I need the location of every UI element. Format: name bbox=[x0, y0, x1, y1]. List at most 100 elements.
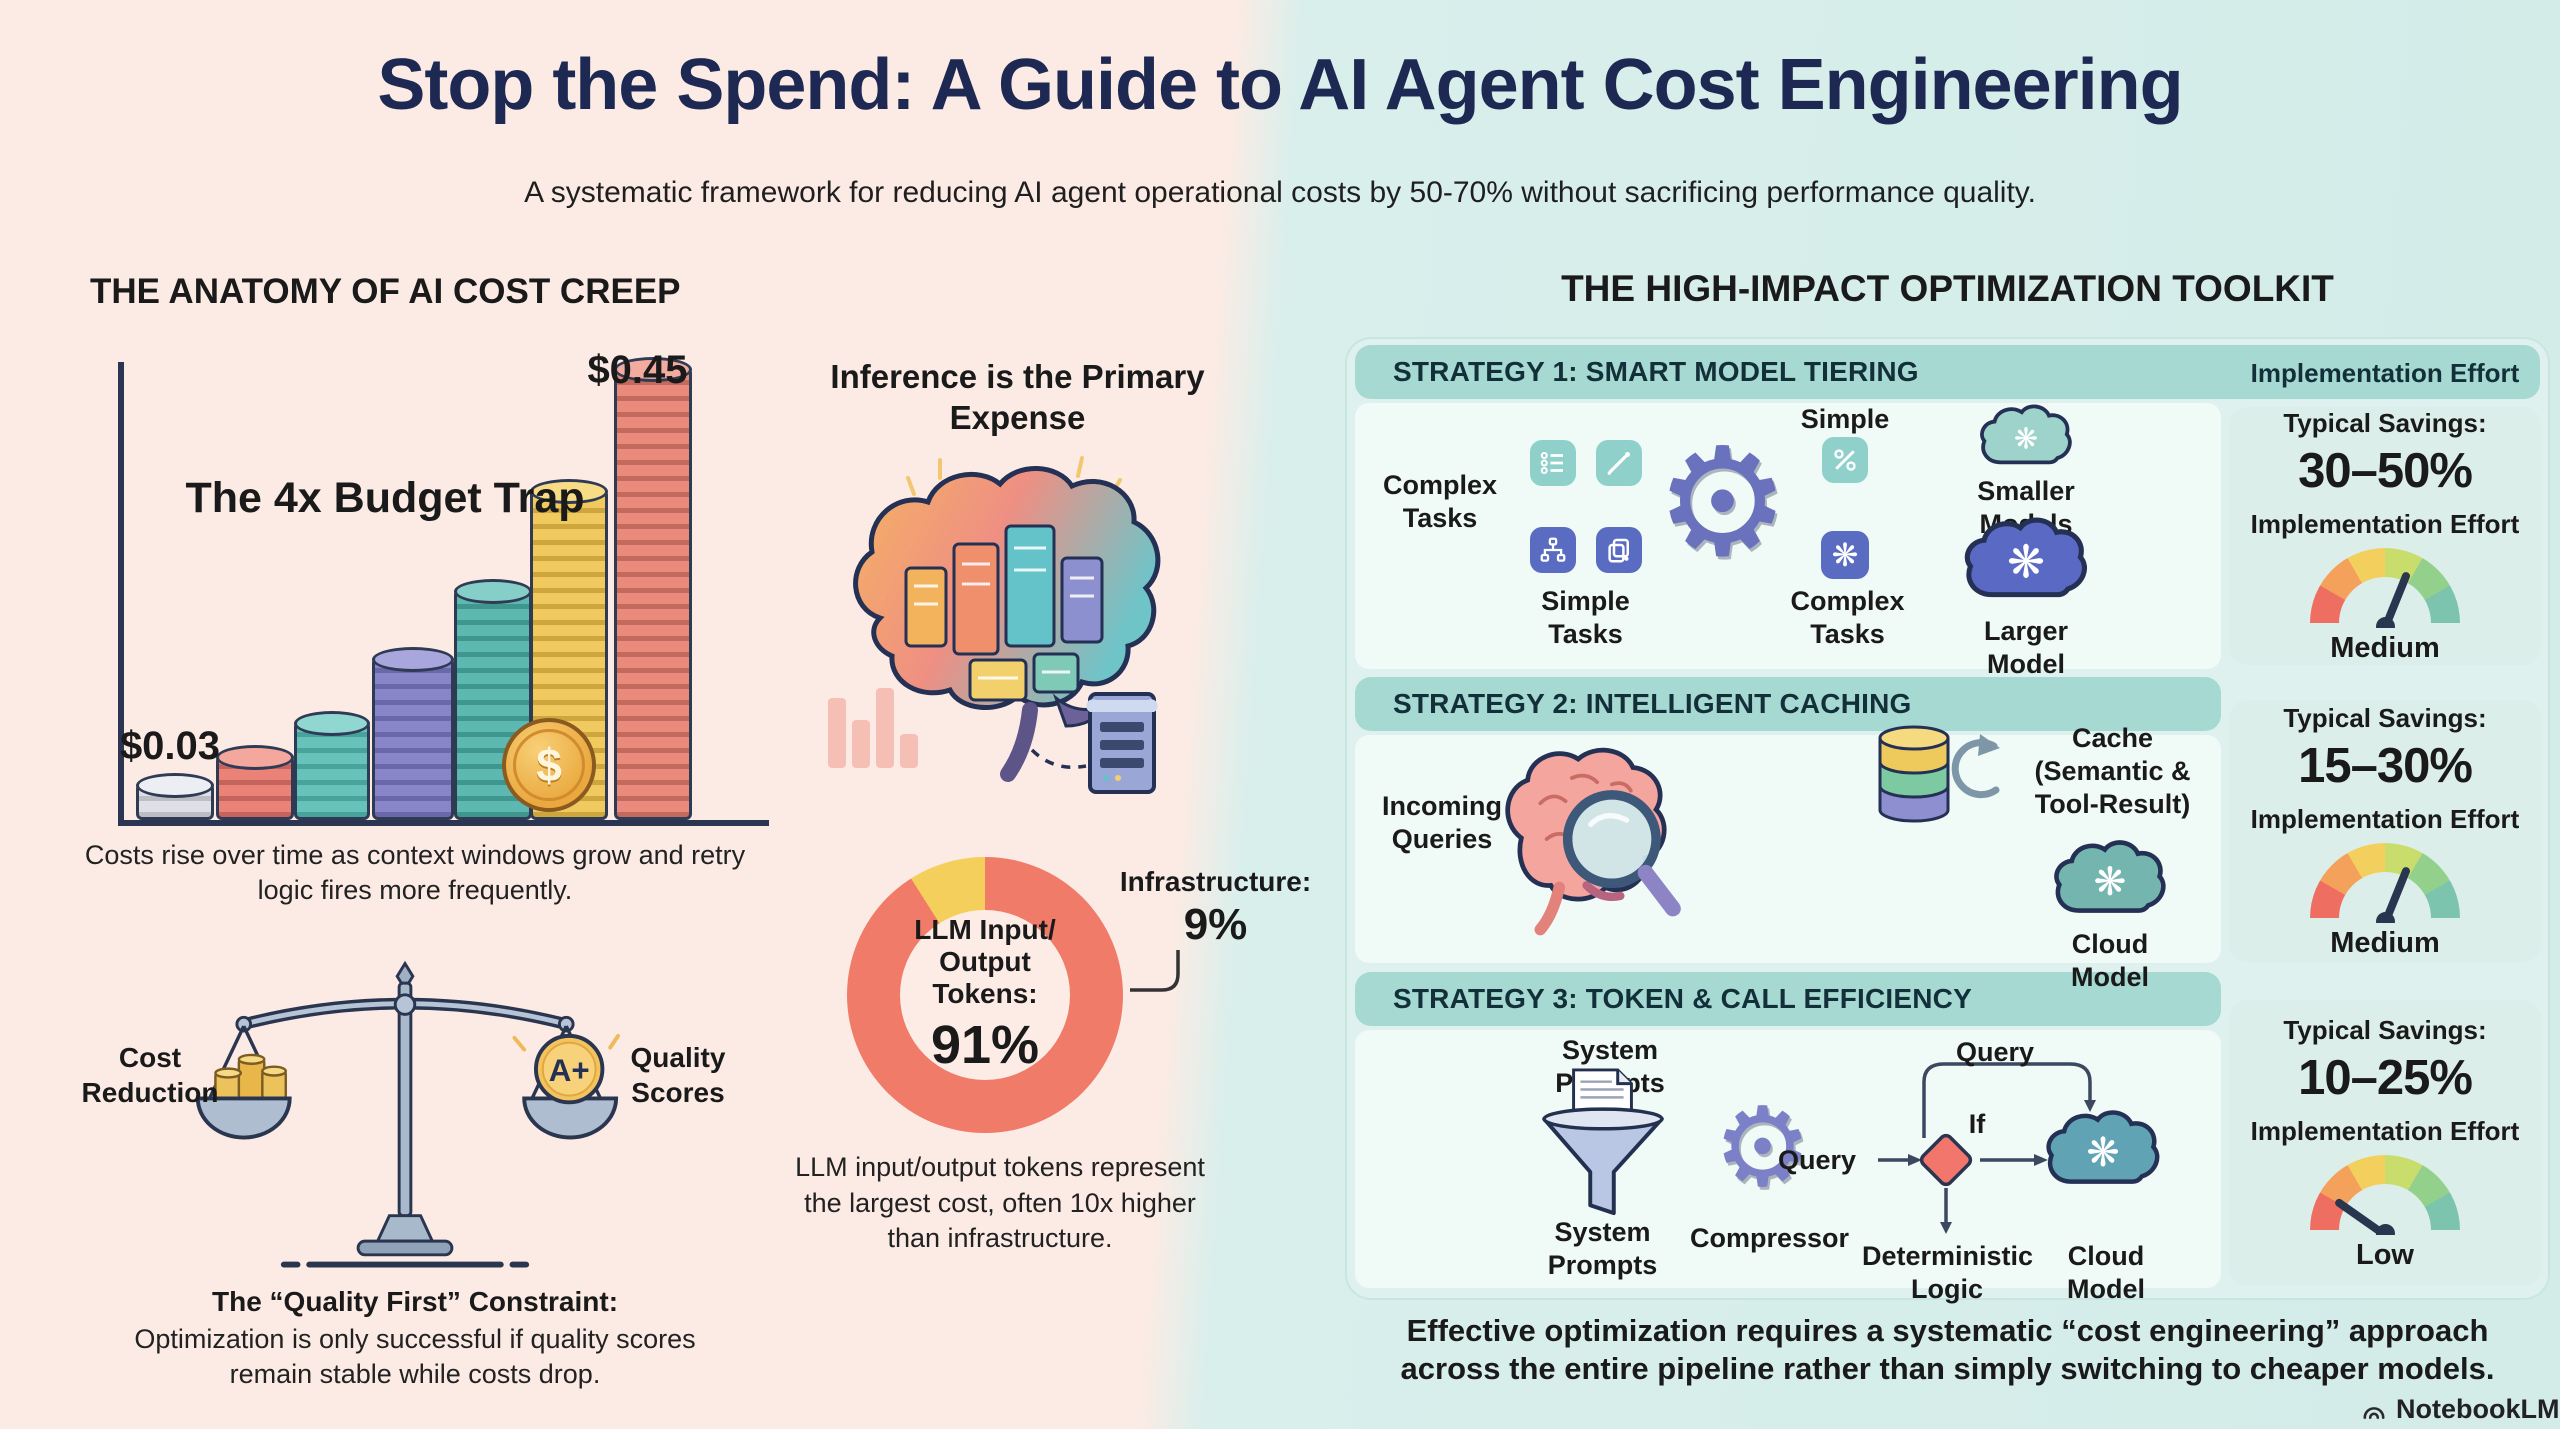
s1-effort-label: Implementation Effort bbox=[2250, 508, 2520, 539]
strategy1-title: STRATEGY 1: SMART MODEL TIERING bbox=[1393, 356, 1919, 387]
s3-effort-gauge bbox=[2310, 1154, 2460, 1235]
quality-badge-icon: A+ bbox=[512, 1033, 620, 1105]
s1-complex-tasks-label: Complex Tasks bbox=[1382, 470, 1498, 533]
openai-model-icon: ❋ bbox=[1821, 531, 1869, 579]
strategy2-savings-panel: Typical Savings: 15–30% Implementation E… bbox=[2229, 700, 2541, 962]
s3-savings-label: Typical Savings: bbox=[2283, 1014, 2487, 1045]
s1-savings-label: Typical Savings: bbox=[2283, 407, 2487, 438]
effort-column-header: Implementation Effort bbox=[2250, 358, 2520, 388]
scale-left-label: Cost Reduction bbox=[81, 1042, 219, 1108]
s2-cloud-model-label: Cloud Model bbox=[2071, 929, 2149, 992]
s2-incoming-queries-label: Incoming Queries bbox=[1382, 791, 1502, 854]
brain-magnifier-icon bbox=[1505, 747, 1681, 936]
page-subtitle: A systematic framework for reducing AI a… bbox=[524, 176, 2036, 209]
s3-effort-value: Low bbox=[2356, 1238, 2414, 1271]
s3-query-top-label: Query bbox=[1955, 1037, 2035, 1067]
notebooklm-logo-text: NotebookLM bbox=[2396, 1394, 2560, 1424]
donut-callout-line bbox=[1130, 950, 1180, 992]
anatomy-heading: THE ANATOMY OF AI COST CREEP bbox=[90, 272, 681, 311]
coin-stack-4 bbox=[372, 647, 454, 820]
server-tower-icon bbox=[1086, 692, 1158, 794]
larger-model-cloud-icon: ❋ bbox=[1964, 517, 2087, 598]
s1-effort-gauge bbox=[2310, 547, 2460, 628]
chart-title: The 4x Budget Trap bbox=[185, 474, 585, 522]
strategy3-savings-panel: Typical Savings: 10–25% Implementation E… bbox=[2229, 1000, 2541, 1286]
page-title: Stop the Spend: A Guide to AI Agent Cost… bbox=[377, 45, 2183, 125]
balance-scale-illustration: A+ bbox=[195, 960, 620, 1268]
budget-trap-chart: $ bbox=[118, 357, 769, 826]
svg-text:❋: ❋ bbox=[2094, 860, 2127, 904]
chart-max-label: $0.45 bbox=[587, 348, 688, 392]
compressor-gear-icon: ⚙ bbox=[1713, 1086, 1812, 1209]
coin-stack-2 bbox=[216, 745, 294, 820]
donut-caption: LLM input/output tokens represent the la… bbox=[795, 1152, 1205, 1254]
cloud-model-icon-s3: ❋ bbox=[2046, 1110, 2160, 1184]
s3-deterministic-label: Deterministic Logic bbox=[1862, 1241, 2034, 1304]
constraint-body: Optimization is only successful if quali… bbox=[134, 1324, 696, 1390]
toolkit-footer: Effective optimization requires a system… bbox=[1400, 1313, 2495, 1386]
s3-cloud-model-label: Cloud Model bbox=[2067, 1241, 2145, 1304]
percent-icon bbox=[1822, 437, 1868, 483]
checklist-icon bbox=[1530, 440, 1576, 486]
sparkle-decoration bbox=[906, 456, 1122, 496]
infrastructure-label: Infrastructure: bbox=[1119, 866, 1312, 897]
coin-stack-7 bbox=[614, 357, 692, 820]
s3-query-left-label: Query bbox=[1777, 1145, 1857, 1175]
donut-center-label-1: LLM Input/ bbox=[914, 914, 1056, 945]
smaller-models-cloud-icon: ❋ bbox=[1980, 404, 2072, 465]
strategy3-title: STRATEGY 3: TOKEN & CALL EFFICIENCY bbox=[1393, 983, 1972, 1014]
dollar-coin-icon: $ bbox=[502, 718, 596, 812]
brain-compute-illustration bbox=[828, 456, 1161, 794]
notebooklm-logo-icon bbox=[2363, 1406, 2385, 1419]
s3-effort-label: Implementation Effort bbox=[2250, 1115, 2520, 1146]
scale-right-label: Quality Scores bbox=[630, 1042, 726, 1108]
infrastructure-value: 9% bbox=[1183, 900, 1248, 949]
coins-on-pan-icon bbox=[214, 1053, 287, 1100]
strategy2-title: STRATEGY 2: INTELLIGENT CACHING bbox=[1393, 688, 1912, 719]
router-gear-icon: ⚙ bbox=[1655, 418, 1790, 586]
s1-simple-tasks-label: Simple Tasks bbox=[1541, 586, 1630, 649]
s2-savings-label: Typical Savings: bbox=[2283, 702, 2487, 733]
toolkit-heading: THE HIGH-IMPACT OPTIMIZATION TOOLKIT bbox=[1561, 268, 2334, 309]
cost-breakdown-donut: LLM Input/ Output Tokens: 91% bbox=[847, 857, 1123, 1133]
strategy1-header: STRATEGY 1: SMART MODEL TIERING bbox=[1355, 345, 2540, 399]
donut-center-value: 91% bbox=[930, 1015, 1040, 1075]
coin-stack-3 bbox=[294, 711, 370, 820]
s1-simple-label: Simple bbox=[1800, 404, 1890, 434]
routing-flow-diagram: ❋ bbox=[1878, 1062, 2160, 1234]
cost-bars-decoration bbox=[828, 688, 918, 768]
s2-cache-label: Cache (Semantic & Tool-Result) bbox=[2034, 723, 2191, 819]
s3-system-prompts-label: System Prompts bbox=[1547, 1217, 1658, 1280]
pencil-icon bbox=[1596, 440, 1642, 486]
coin-stack-1 bbox=[136, 773, 214, 820]
cache-database-icon bbox=[1878, 725, 2000, 823]
s3-compressor-label: Compressor bbox=[1690, 1223, 1850, 1253]
s1-complex-label: Complex Tasks bbox=[1790, 586, 1905, 649]
strategy1-savings-panel: Typical Savings: 30–50% Implementation E… bbox=[2229, 407, 2541, 665]
s2-effort-value: Medium bbox=[2330, 926, 2440, 959]
s2-effort-gauge bbox=[2310, 842, 2460, 923]
s1-effort-value: Medium bbox=[2330, 631, 2440, 664]
constraint-title: The “Quality First” Constraint: bbox=[211, 1286, 619, 1317]
documents-icon bbox=[1596, 527, 1642, 573]
notebooklm-branding: NotebookLM bbox=[2360, 1394, 2559, 1425]
decision-diamond-icon bbox=[1919, 1133, 1973, 1187]
cloud-model-icon-s2: ❋ bbox=[2054, 840, 2166, 913]
prompt-funnel-icon bbox=[1542, 1068, 1664, 1216]
chart-caption: Costs rise over time as context windows … bbox=[84, 840, 746, 906]
svg-text:❋: ❋ bbox=[2086, 1131, 2120, 1175]
s2-effort-label: Implementation Effort bbox=[2250, 803, 2520, 834]
dashed-connector bbox=[1030, 748, 1087, 769]
s2-savings-value: 15–30% bbox=[2298, 738, 2473, 793]
svg-text:❋: ❋ bbox=[2007, 537, 2045, 588]
chart-min-label: $0.03 bbox=[119, 724, 221, 768]
donut-center: LLM Input/ Output Tokens: 91% bbox=[900, 910, 1070, 1080]
server-blocks-in-brain bbox=[904, 524, 1104, 702]
s3-if-label: If bbox=[1968, 1109, 1986, 1139]
inference-title: Inference is the Primary Expense bbox=[830, 358, 1205, 437]
s1-larger-model-label: Larger Model bbox=[1983, 616, 2069, 679]
s1-savings-value: 30–50% bbox=[2298, 443, 2473, 498]
quality-badge-text: A+ bbox=[549, 1053, 590, 1088]
strategy2-header: STRATEGY 2: INTELLIGENT CACHING bbox=[1355, 677, 2221, 731]
